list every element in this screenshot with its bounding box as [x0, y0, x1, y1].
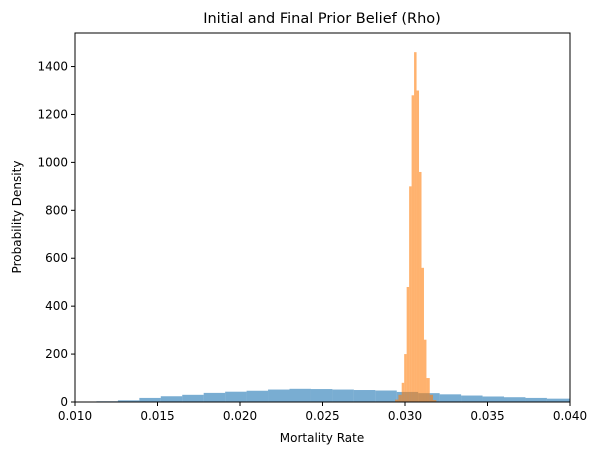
histogram-bar-series-2-bin-11: [421, 267, 424, 402]
plot-frame: [74, 32, 571, 403]
histogram-bar-series-1-bin-10: [268, 389, 290, 402]
y-tick-label: 1400: [37, 60, 68, 74]
x-tick-label: 0.020: [223, 409, 257, 423]
histogram-bar-series-2-bin-12: [423, 339, 427, 402]
y-tick-label: 1200: [37, 107, 68, 121]
histogram-bar-series-1-bin-14: [353, 390, 376, 402]
histogram-bar-series-1-bin-23: [546, 398, 570, 402]
histogram-bar-series-1-bin-4: [139, 397, 161, 402]
y-tick-label: 1000: [37, 155, 68, 169]
x-tick-label: 0.015: [140, 409, 174, 423]
x-axis-label: Mortality Rate: [280, 431, 365, 445]
plot-area: [75, 52, 570, 403]
histogram-bar-series-1-bin-9: [246, 390, 269, 402]
x-tick-label: 0.010: [58, 409, 92, 423]
x-axis: 0.010 0.015 0.020 0.025 0.030 0.035 0.040: [58, 402, 587, 423]
y-tick-label: 0: [60, 395, 68, 409]
chart-title: Initial and Final Prior Belief (Rho): [203, 11, 441, 27]
histogram-bar-series-2-bin-6: [409, 186, 412, 402]
y-axis: 0 200 400 600 800 1000 1200 1400: [37, 60, 75, 409]
histogram-bar-series-2-bin-15: [433, 400, 437, 402]
histogram-bar-series-2-bin-5: [406, 286, 410, 402]
y-axis-label: Probability Density: [10, 161, 24, 274]
histogram-bar-series-1-bin-15: [375, 390, 397, 402]
histogram-bar-series-1-bin-5: [160, 396, 183, 402]
histogram-bar-series-1-bin-12: [310, 389, 333, 402]
y-tick-label: 800: [45, 203, 68, 217]
histogram-bar-series-1-bin-22: [525, 397, 547, 402]
y-tick-label: 200: [45, 347, 68, 361]
histogram-bar-series-2-bin-1: [395, 399, 399, 402]
histogram-bar-series-2-bin-2: [398, 394, 402, 402]
histogram-bar-series-1-bin-13: [332, 389, 354, 402]
histogram-bar-series-2-bin-9: [416, 90, 420, 402]
histogram-bar-series-2-bin-7: [411, 95, 415, 403]
histogram-bar-series-2-bin-4: [404, 354, 407, 402]
y-tick-label: 600: [45, 251, 68, 265]
histogram-bar-series-1-bin-21: [504, 397, 526, 402]
histogram-bar-series-1-bin-19: [461, 395, 483, 402]
x-tick-label: 0.040: [553, 409, 587, 423]
histogram-bar-series-1-bin-3: [117, 400, 140, 402]
x-tick-label: 0.035: [470, 409, 504, 423]
histogram-bar-series-1-bin-18: [439, 394, 462, 402]
histogram-bar-series-2-bin-3: [401, 382, 405, 402]
histogram-bar-series-2-bin-10: [419, 171, 422, 402]
y-tick-label: 400: [45, 299, 68, 313]
histogram-bar-series-2-bin-8: [414, 52, 417, 403]
histogram-bar-series-1-bin-7: [203, 392, 226, 402]
x-tick-label: 0.030: [388, 409, 422, 423]
x-tick-label: 0.025: [305, 409, 339, 423]
histogram-bar-series-2-bin-14: [429, 394, 434, 402]
histogram-bar-series-1-bin-8: [225, 391, 247, 402]
histogram-bar-series-1-bin-20: [482, 396, 504, 402]
histogram-bar-series-1-bin-11: [289, 388, 311, 402]
histogram-bar-series-1-bin-6: [182, 394, 204, 402]
histogram-bar-series-2-bin-13: [426, 378, 430, 402]
